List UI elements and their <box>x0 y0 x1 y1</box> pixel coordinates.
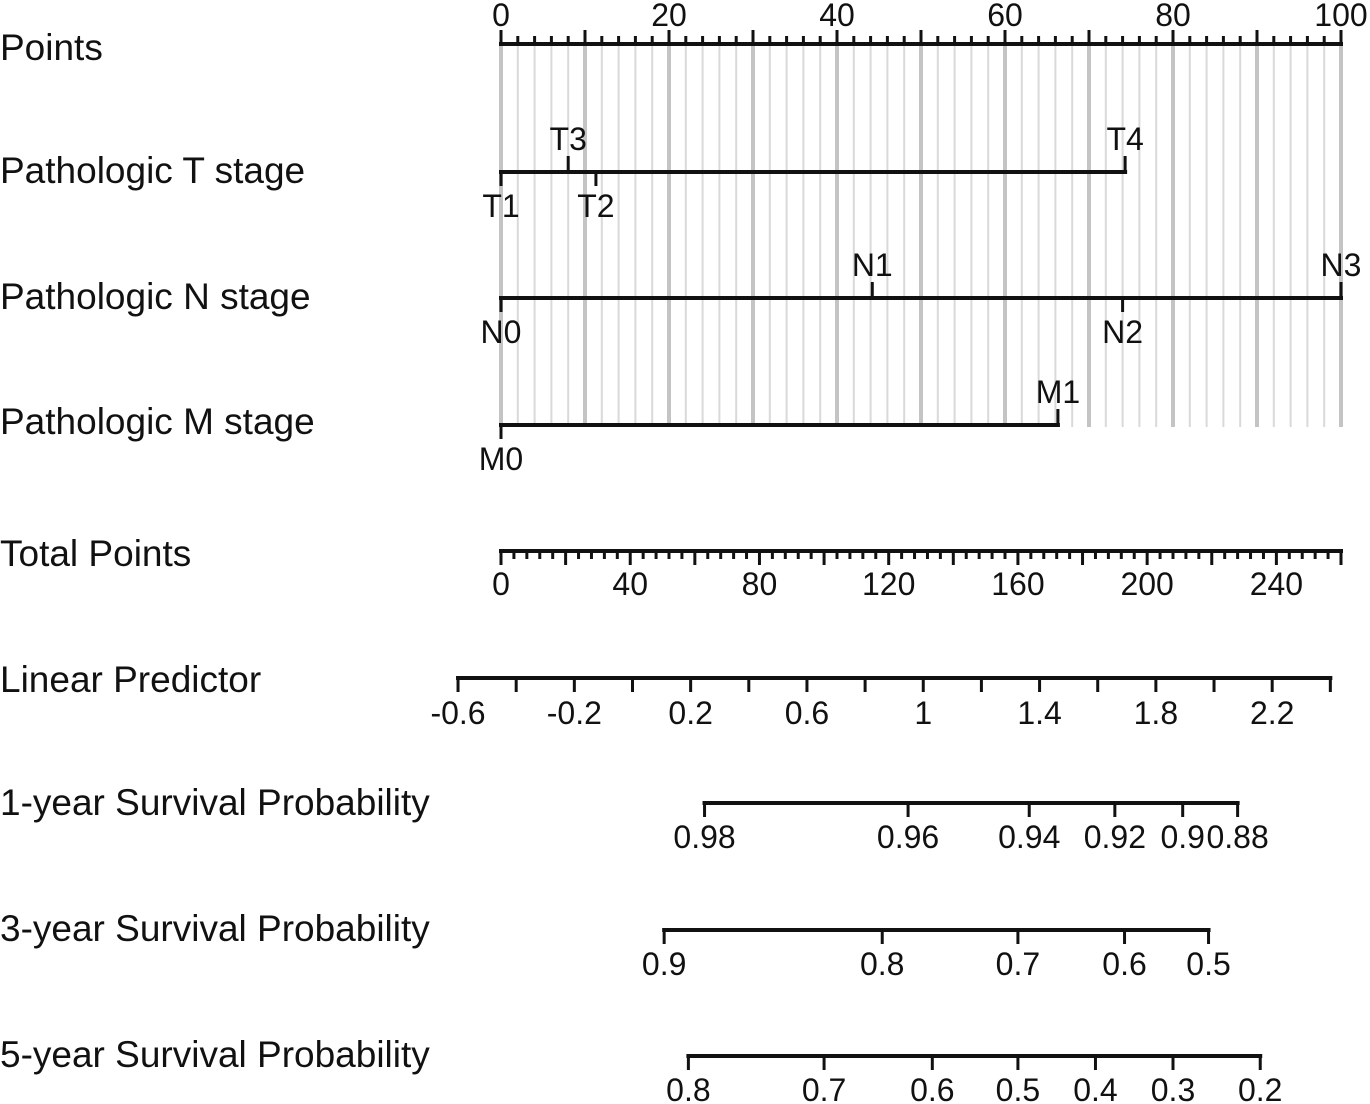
row-label-n-stage: Pathologic N stage <box>0 276 311 317</box>
t-stage-level-label: T4 <box>1106 121 1143 157</box>
survival-3y-tick-label: 0.5 <box>1186 946 1230 982</box>
total-points-tick-label: 200 <box>1120 566 1173 602</box>
t-stage-level-label: T3 <box>550 121 587 157</box>
total-points-tick-label: 120 <box>862 566 915 602</box>
points-tick-label: 100 <box>1314 0 1367 33</box>
row-label-linear-predictor: Linear Predictor <box>0 659 261 700</box>
row-label-m-stage: Pathologic M stage <box>0 401 315 442</box>
linear-predictor-tick-label: 0.2 <box>668 695 712 731</box>
total-points-tick-label: 240 <box>1250 566 1303 602</box>
row-label-survival-1y: 1-year Survival Probability <box>0 782 430 823</box>
points-tick-label: 0 <box>492 0 510 33</box>
linear-predictor-tick-label: 2.2 <box>1250 695 1294 731</box>
total-points-tick-label: 80 <box>742 566 778 602</box>
row-label-total-points: Total Points <box>0 533 191 574</box>
row-label-points: Points <box>0 27 103 68</box>
linear-predictor-tick-label: 1.8 <box>1134 695 1178 731</box>
points-tick-label: 20 <box>651 0 687 33</box>
survival-5y-tick-label: 0.6 <box>910 1072 954 1104</box>
n-stage-level-label: N2 <box>1102 314 1143 350</box>
survival-1y-tick-label: 0.92 <box>1084 819 1146 855</box>
n-stage-level-label: N0 <box>481 314 522 350</box>
survival-1y-tick-label: 0.98 <box>673 819 735 855</box>
linear-predictor-tick-label: -0.2 <box>547 695 602 731</box>
points-tick-label: 80 <box>1155 0 1191 33</box>
survival-1y-tick-label: 0.96 <box>877 819 939 855</box>
linear-predictor-tick-label: 1 <box>914 695 932 731</box>
points-tick-label: 60 <box>987 0 1023 33</box>
row-label-survival-5y: 5-year Survival Probability <box>0 1034 430 1075</box>
survival-5y-tick-label: 0.3 <box>1151 1072 1195 1104</box>
survival-3y-tick-label: 0.7 <box>996 946 1040 982</box>
m-stage-level-label: M0 <box>479 441 523 477</box>
m-stage-level-label: M1 <box>1036 374 1080 410</box>
survival-3y-tick-label: 0.9 <box>642 946 686 982</box>
linear-predictor-tick-label: 1.4 <box>1017 695 1061 731</box>
linear-predictor-tick-label: -0.6 <box>430 695 485 731</box>
survival-1y-tick-label: 0.9 <box>1160 819 1204 855</box>
survival-5y-tick-label: 0.4 <box>1073 1072 1117 1104</box>
survival-5y-tick-label: 0.5 <box>996 1072 1040 1104</box>
survival-1y-tick-label: 0.88 <box>1206 819 1268 855</box>
total-points-tick-label: 40 <box>612 566 648 602</box>
survival-5y-tick-label: 0.7 <box>802 1072 846 1104</box>
total-points-tick-label: 160 <box>991 566 1044 602</box>
survival-3y-tick-label: 0.6 <box>1102 946 1146 982</box>
row-label-t-stage: Pathologic T stage <box>0 150 305 191</box>
t-stage-level-label: T1 <box>482 188 519 224</box>
survival-3y-tick-label: 0.8 <box>860 946 904 982</box>
n-stage-level-label: N3 <box>1321 247 1362 283</box>
total-points-tick-label: 0 <box>492 566 510 602</box>
survival-5y-tick-label: 0.2 <box>1238 1072 1282 1104</box>
n-stage-level-label: N1 <box>852 247 893 283</box>
t-stage-level-label: T2 <box>577 188 614 224</box>
survival-5y-tick-label: 0.8 <box>666 1072 710 1104</box>
row-label-survival-3y: 3-year Survival Probability <box>0 908 430 949</box>
points-tick-label: 40 <box>819 0 855 33</box>
survival-1y-tick-label: 0.94 <box>998 819 1060 855</box>
linear-predictor-tick-label: 0.6 <box>785 695 829 731</box>
